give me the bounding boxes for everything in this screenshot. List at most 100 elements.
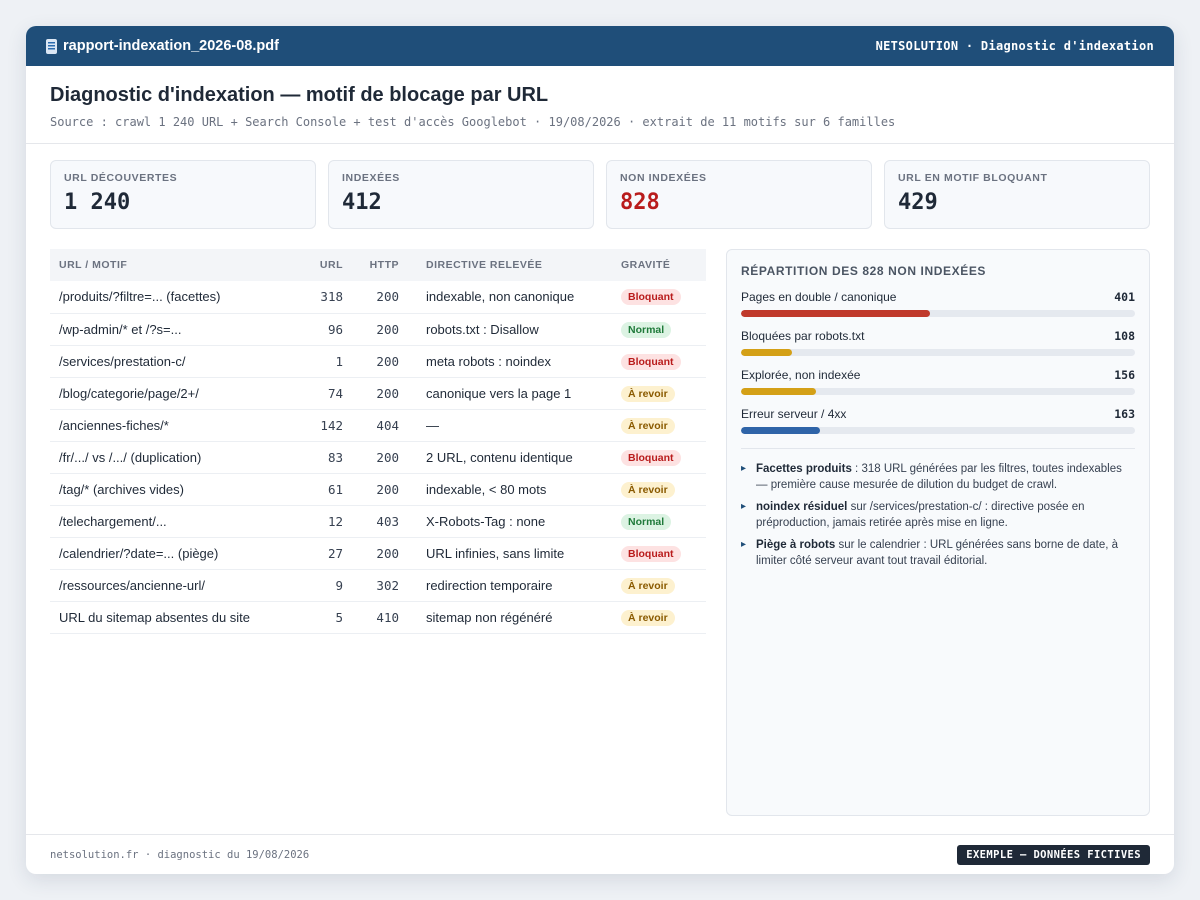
source-line: Source : crawl 1 240 URL + Search Consol… [50,115,896,129]
table-row: /anciennes-fiches/* 142 404 — À revoir [50,409,706,441]
bar-value: 401 [1114,290,1135,304]
cell-url: /tag/* (archives vides) [59,481,184,497]
cell-url: /wp-admin/* et /?s=... [59,321,182,337]
table-row: /telechargement/... 12 403 X-Robots-Tag : n… [50,505,706,537]
file-name: rapport-indexation_2026-08.pdf [46,38,279,54]
cell-directive: indexable, non canonique [426,289,575,305]
table-row: /tag/* (archives vides) 61 200 indexable, <… [50,473,706,505]
cell-count: 9 [335,577,343,593]
cell-severity: Bloquant [612,281,706,313]
cell-url: /calendrier/?date=... (piège) [59,545,219,561]
table-row: /fr/.../ vs /.../ (duplication) 83 200 2 UR… [50,441,706,473]
cell-url: URL du sitemap absentes du site [59,609,251,625]
cell-url: /blog/categorie/page/2+/ [59,385,199,401]
bar-value: 163 [1114,407,1135,421]
kpi-label: URL DÉCOUVERTES [64,172,178,184]
cell-directive: canonique vers la page 1 [426,385,572,401]
brand-label: NETSOLUTION · Diagnostic d'indexation [875,39,1154,53]
cell-url: /services/prestation-c/ [59,353,186,369]
panel-divider [741,448,1135,449]
severity-badge: Bloquant [621,545,681,562]
severity-badge: À revoir [621,481,675,498]
col-header-directive: DIRECTIVE RELEVÉE [426,259,543,271]
report-footer: netsolution.fr · diagnostic du 19/08/202… [26,834,1174,874]
kpi-card-discovered: URL DÉCOUVERTES 1 240 [50,160,316,229]
note-title: noindex résiduel [756,501,848,513]
bar-value: 108 [1114,329,1135,343]
document-icon [46,38,57,54]
cell-severity: À revoir [612,473,706,505]
severity-badge: À revoir [621,417,675,434]
report-header: Diagnostic d'indexation — motif de bloca… [26,66,1174,144]
kpi-value: 412 [342,190,382,215]
cell-severity: Normal [612,505,706,537]
table-row: /blog/categorie/page/2+/ 74 200 canonique v… [50,377,706,409]
cell-severity: À revoir [612,409,706,441]
severity-badge: Bloquant [621,353,681,370]
cell-http: 403 [376,513,399,529]
bar-row: Explorée, non indexée 156 [741,368,1135,395]
page-title: Diagnostic d'indexation — motif de bloca… [50,84,549,106]
note-item: Piège à robots sur le calendrier : URL g… [741,537,1135,569]
cell-severity: À revoir [612,569,706,601]
bar-label: Explorée, non indexée [741,368,861,382]
cell-http: 200 [376,289,399,305]
cell-directive: 2 URL, contenu identique [426,449,573,465]
bar-row: Erreur serveur / 4xx 163 [741,407,1135,434]
col-header-count: URL [319,259,343,271]
col-header-severity: GRAVITÉ [621,259,671,271]
bar-row: Pages en double / canonique 401 [741,290,1135,317]
cell-directive: redirection temporaire [426,577,553,593]
table-header-row: URL / MOTIF URL HTTP DIRECTIVE RELEVÉE G… [50,249,706,281]
cell-url: /ressources/ancienne-url/ [59,577,205,593]
cell-url: /telechargement/... [59,513,167,529]
cell-directive: robots.txt : Disallow [426,321,539,337]
bar-fill [741,388,816,395]
severity-badge: Bloquant [621,289,681,306]
breakdown-bars: Pages en double / canonique 401 Bloquées p… [741,290,1135,434]
panel-title: RÉPARTITION DES 828 NON INDEXÉES [741,264,987,278]
cell-severity: Bloquant [612,441,706,473]
cell-severity: Normal [612,313,706,345]
cell-http: 200 [376,353,399,369]
bar-track [741,427,1135,434]
cell-url: /produits/?filtre=... (facettes) [59,289,221,305]
bar-label: Bloquées par robots.txt [741,329,865,343]
cell-http: 200 [376,481,399,497]
bar-row: Bloquées par robots.txt 108 [741,329,1135,356]
cell-http: 200 [376,545,399,561]
bar-fill [741,349,793,356]
cell-http: 410 [376,609,399,625]
severity-badge: Bloquant [621,449,681,466]
kpi-card-blocking: URL EN MOTIF BLOQUANT 429 [884,160,1150,229]
cell-http: 302 [376,577,399,593]
cell-http: 200 [376,449,399,465]
example-tag: EXEMPLE — DONNÉES FICTIVES [957,844,1150,865]
table-row: /calendrier/?date=... (piège) 27 200 URL in… [50,537,706,569]
cell-count: 318 [320,289,343,305]
cell-count: 61 [327,481,343,497]
cell-count: 27 [327,545,343,561]
cell-url: /fr/.../ vs /.../ (duplication) [59,449,202,465]
bar-track [741,349,1135,356]
table-row: /ressources/ancienne-url/9 302 redirection… [50,569,706,601]
note-text: : 318 URL générées par les filtres, tout… [756,463,1122,491]
note-text: sur le calendrier : URL générées sans bo… [756,539,1119,567]
cell-count: 5 [335,609,343,625]
note-item: Facettes produits : 318 URL générées par… [741,461,1135,493]
severity-badge: Normal [621,513,672,530]
bar-fill [741,310,931,317]
table-row: /produits/?filtre=... (facettes) 318 200 in… [50,281,706,313]
bar-header: Explorée, non indexée 156 [741,368,1135,382]
bar-header: Bloquées par robots.txt 108 [741,329,1135,343]
main-content: URL / MOTIF URL HTTP DIRECTIVE RELEVÉE G… [26,229,1174,816]
note-item: noindex résiduel sur /services/prestatio… [741,499,1135,531]
cell-directive: X-Robots-Tag : none [426,513,546,529]
cell-http: 404 [376,417,399,433]
table-row: /services/prestation-c/1 200 meta robots :… [50,345,706,377]
cell-severity: À revoir [612,377,706,409]
table-row: URL du sitemap absentes du site 5 410 sitem… [50,601,706,633]
bar-label: Pages en double / canonique [741,290,897,304]
cell-directive: sitemap non régénéré [426,609,553,625]
severity-badge: À revoir [621,609,675,626]
